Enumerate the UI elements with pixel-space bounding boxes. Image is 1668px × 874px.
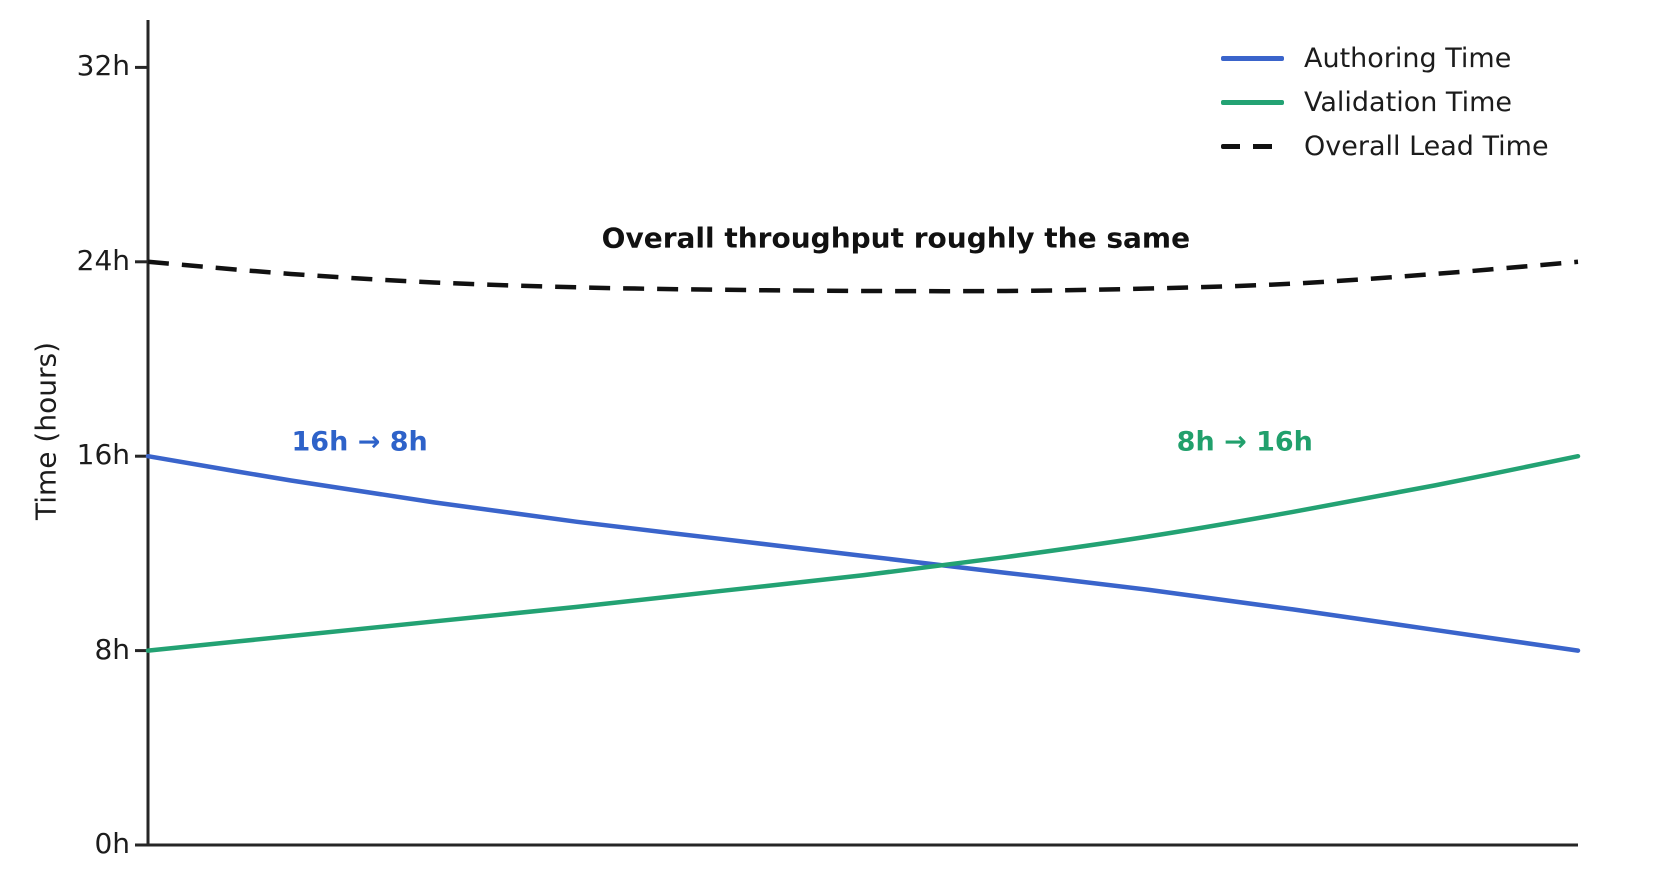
- legend: Authoring Time Validation Time Overall L…: [1221, 36, 1549, 168]
- validation-line-swatch: [1221, 99, 1284, 105]
- y-axis-label: Time (hours): [29, 342, 63, 520]
- series-lines: [145, 259, 1581, 653]
- annotation-validation-change: 8h → 16h: [1176, 426, 1313, 458]
- annotation-authoring-change: 16h → 8h: [291, 426, 428, 458]
- annotation-overall-throughput: Overall throughput roughly the same: [601, 221, 1191, 254]
- legend-label: Overall Lead Time: [1304, 130, 1549, 162]
- legend-label: Validation Time: [1304, 86, 1512, 118]
- overall-lead-line-swatch: [1221, 143, 1284, 149]
- y-tick-label-16h: 16h: [76, 438, 130, 472]
- legend-label: Authoring Time: [1304, 42, 1512, 74]
- y-tick-label-24h: 24h: [76, 243, 130, 277]
- legend-item-validation: Validation Time: [1221, 80, 1549, 124]
- legend-item-overall-lead: Overall Lead Time: [1221, 124, 1549, 168]
- y-tick-label-0h: 0h: [94, 827, 130, 861]
- authoring-line-swatch: [1221, 55, 1284, 61]
- axes: [135, 20, 1578, 847]
- legend-item-authoring: Authoring Time: [1221, 36, 1549, 80]
- y-tick-label-8h: 8h: [94, 632, 130, 666]
- y-tick-label-32h: 32h: [76, 49, 130, 83]
